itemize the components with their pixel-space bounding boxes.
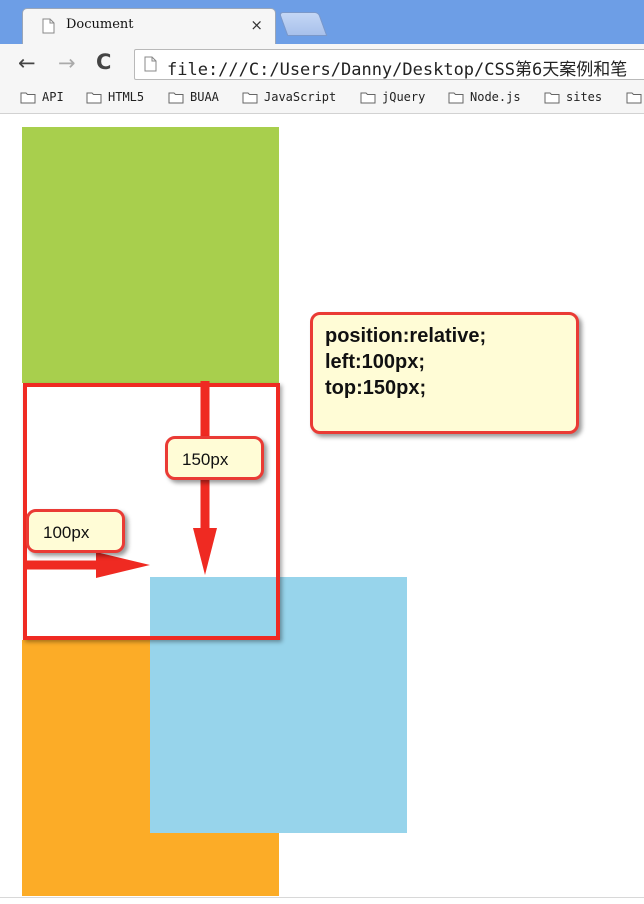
reload-icon[interactable]: C — [96, 50, 112, 74]
back-arrow-icon[interactable]: ← — [18, 51, 36, 75]
bookmark-api[interactable]: API — [20, 90, 64, 104]
css-code-callout: position:relative; left:100px; top:150px… — [310, 312, 579, 434]
original-position-outline — [23, 383, 280, 640]
folder-icon — [168, 92, 184, 104]
address-bar[interactable]: file:///C:/Users/Danny/Desktop/CSS第6天案例和… — [134, 49, 644, 80]
page-divider — [0, 897, 644, 898]
bookmark-nodejs[interactable]: Node.js — [448, 90, 521, 104]
folder-icon — [448, 92, 464, 104]
bookmark-buaa[interactable]: BUAA — [168, 90, 219, 104]
page-icon — [42, 18, 55, 38]
tab-strip: Document × — [0, 0, 644, 44]
top-offset-label: 150px — [165, 436, 264, 480]
code-line-top: top:150px; — [325, 377, 427, 399]
forward-arrow-icon[interactable]: → — [58, 51, 76, 75]
folder-icon — [86, 92, 102, 104]
tab-title: Document — [66, 17, 134, 32]
left-offset-label: 100px — [26, 509, 125, 553]
bookmark-overflow[interactable] — [626, 90, 644, 104]
browser-tab[interactable]: Document × — [22, 8, 276, 44]
folder-icon — [626, 92, 642, 104]
bookmark-jquery[interactable]: jQuery — [360, 90, 425, 104]
folder-icon — [544, 92, 560, 104]
bookmark-sites[interactable]: sites — [544, 90, 602, 104]
bookmark-html5[interactable]: HTML5 — [86, 90, 144, 104]
bookmarks-bar: API HTML5 BUAA JavaScript jQuery Node.js… — [0, 84, 644, 114]
code-line-position: position:relative; — [325, 325, 487, 347]
folder-icon — [20, 92, 36, 104]
left-offset-arrow — [24, 552, 150, 578]
address-bar-url: file:///C:/Users/Danny/Desktop/CSS第6天案例和… — [167, 60, 628, 80]
browser-toolbar: ← → C file:///C:/Users/Danny/Desktop/CSS… — [0, 44, 644, 84]
folder-icon — [242, 92, 258, 104]
close-icon[interactable]: × — [250, 16, 263, 34]
page-icon — [144, 56, 157, 76]
bookmark-javascript[interactable]: JavaScript — [242, 90, 336, 104]
folder-icon — [360, 92, 376, 104]
code-line-left: left:100px; — [325, 351, 426, 373]
green-box — [22, 127, 279, 383]
